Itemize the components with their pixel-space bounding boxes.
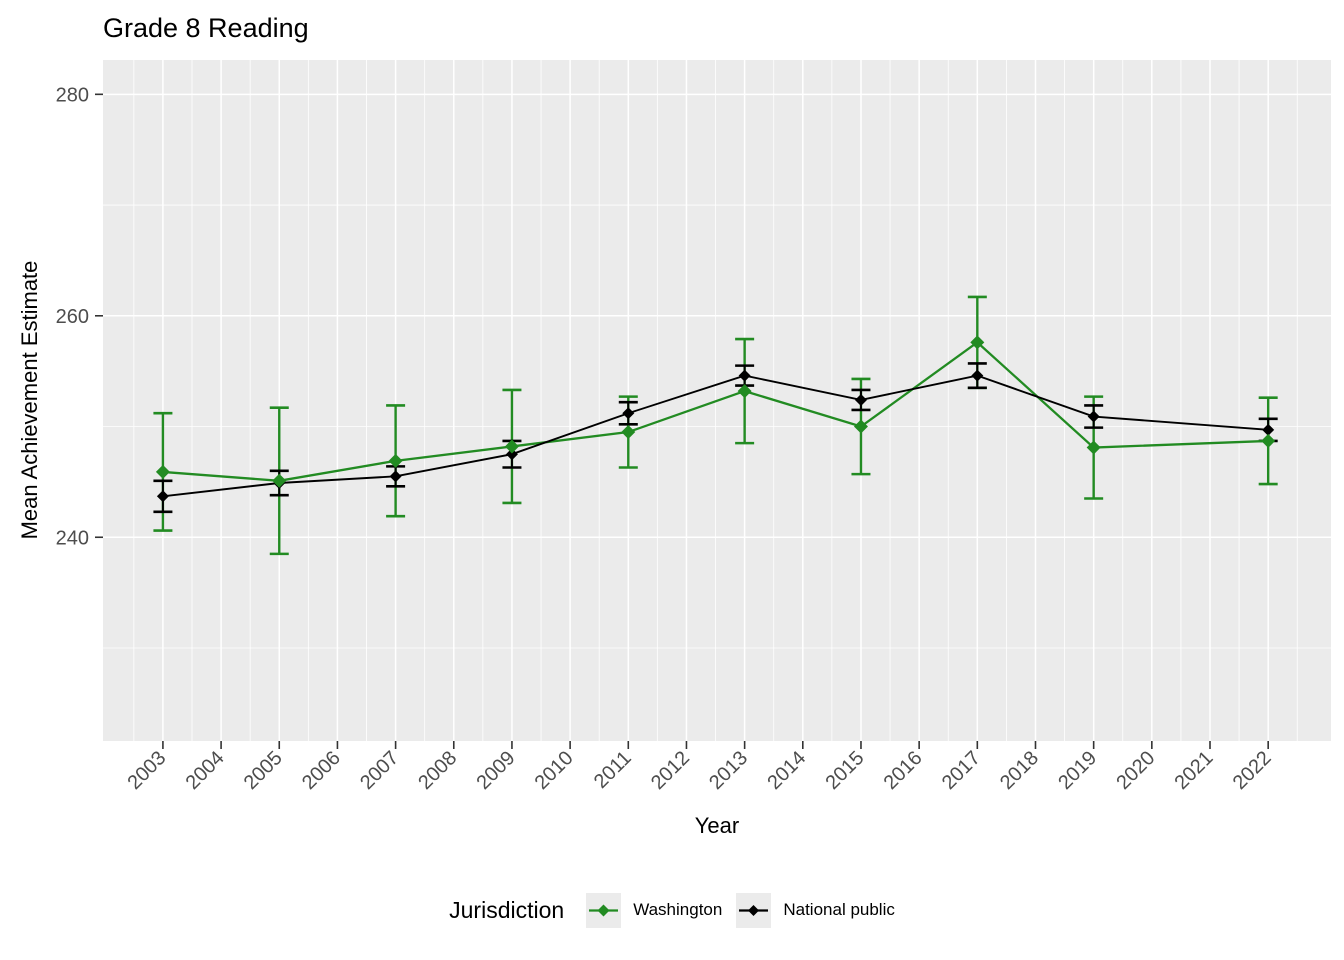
legend: Jurisdiction Washington National public [0, 888, 1344, 932]
data-point-washington [272, 473, 287, 488]
legend-label-national-public: National public [783, 900, 895, 919]
data-point-national-public [971, 369, 984, 382]
data-point-washington [504, 439, 519, 454]
x-tick-label: 2019 [1054, 747, 1101, 794]
x-tick-label: 2022 [1229, 747, 1276, 794]
x-tick-label: 2010 [531, 747, 578, 794]
data-point-national-public [854, 393, 867, 406]
x-tick-label: 2013 [705, 747, 752, 794]
x-tick-label: 2005 [240, 747, 287, 794]
data-point-washington [155, 464, 170, 479]
y-tick-label: 240 [56, 527, 89, 549]
legend-key-washington [586, 892, 622, 928]
data-point-washington [388, 453, 403, 468]
y-axis-title: Mean Achievement Estimate [17, 260, 42, 540]
series-line-national-public [162, 374, 1269, 498]
y-tick-label: 260 [56, 306, 89, 328]
washington-line-marker-icon [589, 904, 619, 916]
legend-key-national-public [736, 892, 772, 928]
chart-title: Grade 8 Reading [103, 13, 309, 43]
x-tick-label: 2020 [1112, 747, 1159, 794]
x-tick-label: 2018 [996, 747, 1043, 794]
x-tick-label: 2016 [880, 747, 927, 794]
data-point-washington [853, 419, 868, 434]
y-tick-label: 280 [56, 84, 89, 106]
x-tick-label: 2008 [414, 747, 461, 794]
legend-title: Jurisdiction [449, 896, 565, 923]
legend-entry-national-public: National public [736, 892, 895, 928]
national-public-line-marker-icon [739, 904, 769, 916]
x-axis-title: Year [694, 813, 740, 838]
legend-entry-washington: Washington [586, 892, 723, 928]
legend-label-washington: Washington [633, 900, 723, 919]
data-point-national-public [156, 490, 169, 503]
x-tick-label: 2011 [590, 747, 636, 793]
data-point-washington [1086, 440, 1101, 455]
series-line-washington [162, 340, 1269, 482]
data-point-washington [970, 335, 985, 350]
data-point-national-public [505, 448, 518, 461]
data-point-national-public [622, 407, 635, 420]
x-tick-label: 2012 [647, 747, 694, 794]
data-point-washington [621, 425, 636, 440]
data-point-national-public [738, 369, 751, 382]
x-tick-label: 2003 [123, 747, 170, 794]
data-point-national-public [1087, 410, 1100, 423]
x-tick-label: 2007 [356, 747, 403, 794]
x-tick-label: 2021 [1171, 747, 1218, 794]
x-tick-label: 2017 [938, 747, 985, 794]
x-tick-label: 2009 [472, 747, 519, 794]
data-point-washington [1261, 433, 1276, 448]
data-point-national-public [389, 470, 402, 483]
data-point-national-public [1262, 423, 1275, 436]
data-point-washington [737, 384, 752, 399]
x-tick-label: 2004 [182, 747, 229, 794]
x-tick-label: 2014 [763, 747, 810, 794]
x-tick-label: 2015 [821, 747, 868, 794]
x-tick-label: 2006 [298, 747, 345, 794]
